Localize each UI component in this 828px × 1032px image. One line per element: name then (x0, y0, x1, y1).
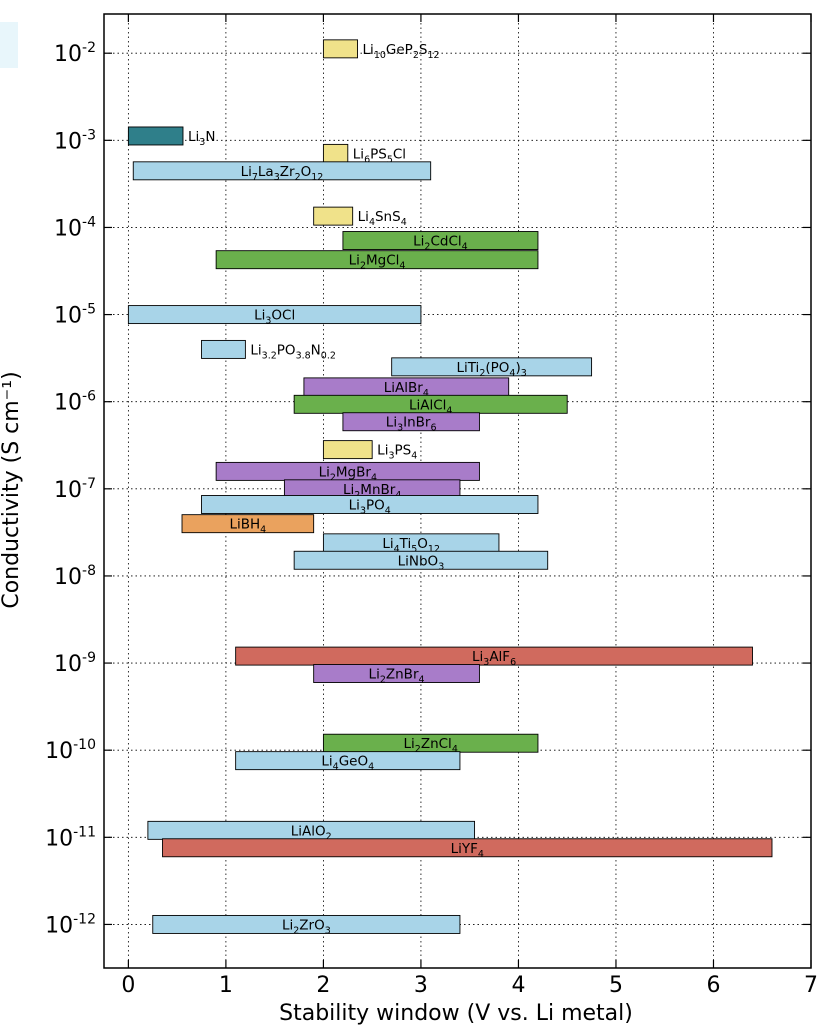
x-tick-label: 0 (121, 973, 135, 998)
bar-label-li2zro3: Li2ZrO3 (282, 917, 331, 936)
bar-li3n (127, 126, 184, 146)
bar-label-li3inbr6: Li3InBr6 (386, 415, 437, 434)
y-tick-label: 10-2 (54, 40, 96, 67)
bar-label-li3ps4: Li3PS4 (377, 443, 417, 462)
bar-label-li7la3zr2o12: Li7La3Zr2O12 (241, 164, 324, 183)
y-tick-label: 10-9 (54, 650, 96, 677)
bar-li2znbr4 (313, 664, 480, 683)
y-tick-label: 10-7 (54, 476, 96, 503)
bar-label-linbo3: LiNbO3 (398, 553, 445, 572)
y-tick-label: 10-4 (54, 214, 96, 241)
y-tick-label: 10-5 (54, 302, 96, 329)
bar-liyf4 (162, 838, 773, 858)
y-tick-label: 10-8 (54, 563, 96, 590)
bar-label-lialo2: LiAlO2 (291, 823, 332, 842)
bar-linbo3 (293, 550, 549, 570)
bar-label-li2mgcl4: Li2MgCl4 (349, 253, 406, 272)
y-axis-title: Conductivity (S cm⁻¹) (0, 371, 24, 608)
bar-label-li4geo4: Li4GeO4 (321, 754, 374, 773)
bars: Li10GeP2S12 Li3N Li6PS5Cl Li7La3Zr2O12 Li4Sn… (127, 39, 773, 936)
bar-label-li2cdcl4: Li2CdCl4 (413, 234, 468, 253)
bar-li3.2po3.8n0.2 (201, 339, 246, 359)
bar-label-li4ti5o12: Li4Ti5O12 (382, 536, 440, 555)
plot-frame (103, 13, 812, 969)
bar-li2cdcl4 (342, 231, 539, 250)
bar-label-li4sns4: Li4SnS4 (358, 209, 407, 228)
bar-li7la3zr2o12 (132, 161, 432, 181)
x-tick-label: 2 (316, 973, 330, 998)
bar-libh4 (181, 514, 315, 534)
bar-label-li6ps5cl: Li6PS5Cl (353, 146, 406, 165)
bar-li6ps5cl (322, 143, 349, 163)
bar-li3ocl (127, 305, 422, 325)
corner-accent (0, 22, 18, 68)
y-tick-label: 10-3 (54, 127, 96, 154)
x-tick-label: 5 (609, 973, 623, 998)
bar-li2zro3 (152, 914, 461, 934)
bar-li3alf6 (235, 646, 753, 666)
bar-label-lialbr4: LiAlBr4 (384, 380, 429, 399)
bar-label-liti2(po4)3: LiTi2(PO4)3 (456, 360, 526, 379)
bar-label-li3.2po3.8n0.2: Li3.2PO3.8N0.2 (250, 342, 336, 361)
bar-label-li3ocl: Li3OCl (254, 308, 295, 327)
bar-li3inbr6 (342, 412, 480, 432)
bar-li4geo4 (235, 751, 461, 771)
bar-label-libh4: LiBH4 (229, 517, 266, 536)
x-axis-title: Stability window (V vs. Li metal) (279, 1001, 633, 1026)
bar-li3po4 (201, 495, 539, 514)
bar-liti2(po4)3 (391, 357, 593, 377)
axis-ticks: 0 1 2 3 4 5 6 7 10-2 10-3 10-4 10-5 10-6 10-7 10-8 10-9… (45, 14, 818, 998)
bar-label-lialcl4: LiAlCl4 (409, 397, 452, 416)
bar-li10gep2s12 (322, 39, 358, 59)
x-tick-label: 1 (219, 973, 233, 998)
bar-label-li3po4: Li3PO4 (349, 498, 391, 517)
bar-label-li2mgbr4: Li2MgBr4 (319, 464, 377, 483)
bar-li4sns4 (313, 206, 354, 226)
bar-label-liyf4: LiYF4 (451, 841, 484, 860)
bar-label-li3n: Li3N (188, 129, 215, 148)
y-tick-label: 10-11 (45, 824, 96, 851)
bar-li3ps4 (322, 440, 373, 460)
y-tick-label: 10-6 (54, 389, 96, 416)
y-tick-label: 10-12 (45, 911, 96, 938)
bar-label-li10gep2s12: Li10GeP2S12 (363, 42, 440, 61)
x-tick-label: 4 (511, 973, 525, 998)
x-tick-label: 3 (414, 973, 428, 998)
bar-label-li3alf6: Li3AlF6 (472, 649, 516, 668)
bar-label-li2znbr4: Li2ZnBr4 (369, 667, 425, 686)
x-tick-label: 7 (804, 973, 818, 998)
x-tick-label: 6 (706, 973, 720, 998)
bar-li2mgcl4 (215, 250, 539, 270)
y-tick-label: 10-10 (45, 737, 96, 764)
bar-label-li2zncl4: Li2ZnCl4 (404, 736, 458, 755)
